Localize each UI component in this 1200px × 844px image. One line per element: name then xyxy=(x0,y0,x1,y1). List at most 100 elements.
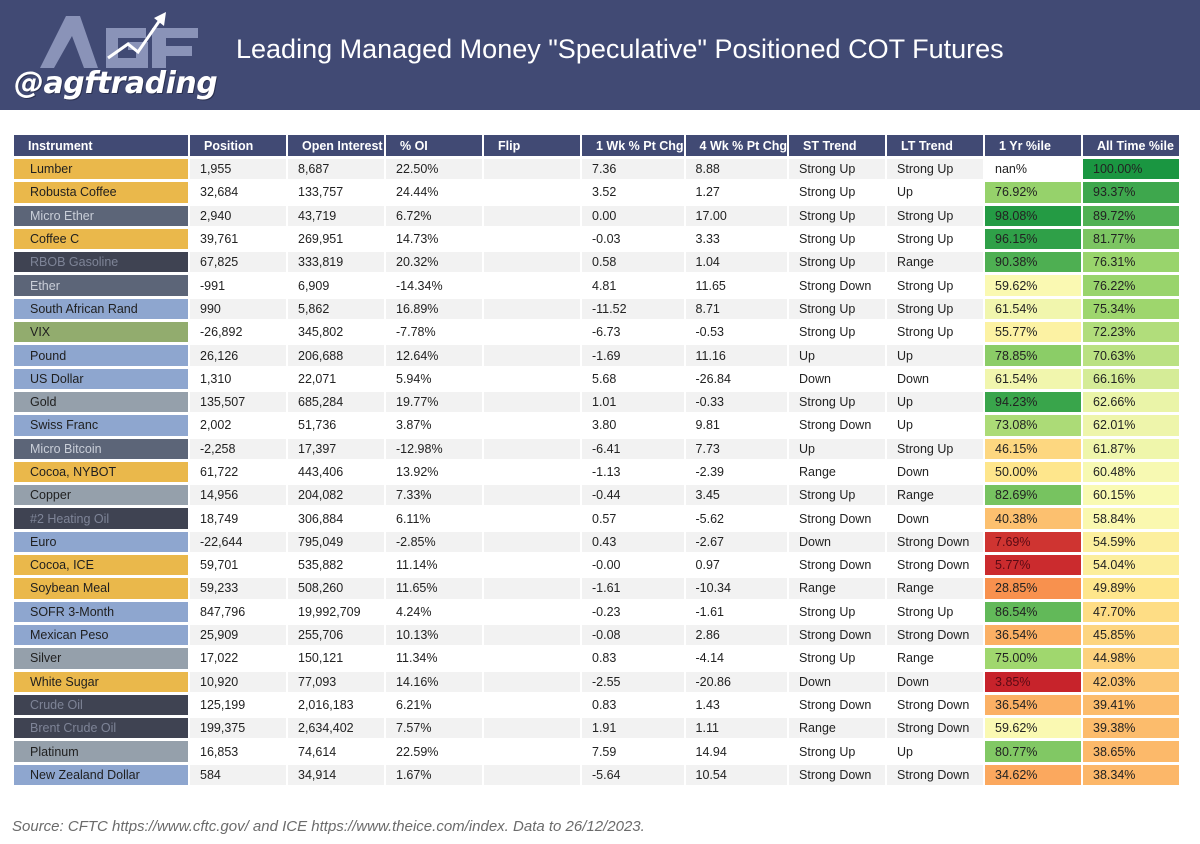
flip-cell xyxy=(484,275,580,296)
wk1-change-cell: -0.00 xyxy=(582,555,684,576)
instrument-cell: Crude Oil xyxy=(14,694,188,716)
pct-oi-cell: 12.64% xyxy=(386,345,482,366)
position-cell: 17,022 xyxy=(190,648,286,669)
yr-percentile-cell: 96.15% xyxy=(985,228,1082,250)
wk1-change-cell: -5.64 xyxy=(582,764,684,786)
wk4-change-cell: 3.45 xyxy=(685,485,788,506)
wk1-change-cell: 0.83 xyxy=(582,694,684,716)
position-cell: 199,375 xyxy=(190,718,286,739)
all-time-percentile-cell: 89.72% xyxy=(1083,205,1180,226)
st-trend-cell: Strong Down xyxy=(789,555,886,576)
wk1-change-cell: 7.36 xyxy=(582,159,684,180)
position-cell: 59,701 xyxy=(190,555,286,576)
table-row: Crude Oil 125,199 2,016,183 6.21% 0.83 1.43 St… xyxy=(14,694,1180,716)
yr-percentile-cell: 59.62% xyxy=(985,275,1082,296)
st-trend-cell: Strong Down xyxy=(789,624,886,646)
yr-percentile-cell: 36.54% xyxy=(985,694,1082,716)
table-row: US Dollar 1,310 22,071 5.94% 5.68 -26.84 Down D… xyxy=(14,368,1180,389)
pct-oi-cell: 10.13% xyxy=(386,624,482,646)
lt-trend-cell: Strong Up xyxy=(887,228,984,250)
lt-trend-cell: Strong Up xyxy=(887,438,984,459)
wk4-change-cell: 17.00 xyxy=(685,205,788,226)
wk1-change-cell: -0.08 xyxy=(582,624,684,646)
flip-cell xyxy=(484,671,580,692)
all-time-percentile-cell: 58.84% xyxy=(1083,508,1180,529)
table-row: White Sugar 10,920 77,093 14.16% -2.55 -20.86… xyxy=(14,671,1180,692)
lt-trend-cell: Down xyxy=(887,671,984,692)
flip-cell xyxy=(484,438,580,459)
wk1-change-cell: -0.03 xyxy=(582,228,684,250)
flip-cell xyxy=(484,228,580,250)
all-time-percentile-cell: 72.23% xyxy=(1083,322,1180,343)
instrument-cell: Euro xyxy=(14,531,188,553)
lt-trend-cell: Down xyxy=(887,508,984,529)
lt-trend-cell: Range xyxy=(887,485,984,506)
yr-percentile-cell: 98.08% xyxy=(985,205,1082,226)
open-interest-cell: 5,862 xyxy=(288,298,384,320)
instrument-cell: Coffee C xyxy=(14,228,188,250)
lt-trend-cell: Strong Up xyxy=(887,159,984,180)
all-time-percentile-cell: 47.70% xyxy=(1083,601,1180,622)
flip-cell xyxy=(484,718,580,739)
open-interest-cell: 8,687 xyxy=(288,159,384,180)
lt-trend-cell: Range xyxy=(887,578,984,599)
position-cell: 18,749 xyxy=(190,508,286,529)
st-trend-cell: Strong Up xyxy=(789,391,886,413)
all-time-percentile-cell: 39.41% xyxy=(1083,694,1180,716)
instrument-cell: RBOB Gasoline xyxy=(14,252,188,273)
table-row: Gold 135,507 685,284 19.77% 1.01 -0.33 Strong … xyxy=(14,391,1180,413)
pct-oi-cell: 6.72% xyxy=(386,205,482,226)
wk1-change-cell: -0.44 xyxy=(582,485,684,506)
source-note: Source: CFTC https://www.cftc.gov/ and I… xyxy=(12,818,645,835)
st-trend-cell: Strong Up xyxy=(789,601,886,622)
wk1-change-cell: 1.91 xyxy=(582,718,684,739)
table-row: Coffee C 39,761 269,951 14.73% -0.03 3.33 Stro… xyxy=(14,228,1180,250)
flip-cell xyxy=(484,461,580,483)
instrument-cell: Cocoa, NYBOT xyxy=(14,461,188,483)
yr-percentile-cell: 61.54% xyxy=(985,298,1082,320)
pct-oi-cell: 1.67% xyxy=(386,764,482,786)
all-time-percentile-cell: 93.37% xyxy=(1083,182,1180,203)
open-interest-cell: 345,802 xyxy=(288,322,384,343)
yr-percentile-cell: nan% xyxy=(985,159,1082,180)
st-trend-cell: Strong Down xyxy=(789,415,886,436)
yr-percentile-cell: 80.77% xyxy=(985,741,1082,762)
wk1-change-cell: -1.69 xyxy=(582,345,684,366)
flip-cell xyxy=(484,764,580,786)
position-cell: 1,310 xyxy=(190,368,286,389)
lt-trend-cell: Up xyxy=(887,182,984,203)
lt-trend-cell: Down xyxy=(887,368,984,389)
open-interest-cell: 535,882 xyxy=(288,555,384,576)
all-time-percentile-cell: 45.85% xyxy=(1083,624,1180,646)
flip-cell xyxy=(484,531,580,553)
pct-oi-cell: 11.65% xyxy=(386,578,482,599)
open-interest-cell: 269,951 xyxy=(288,228,384,250)
wk1-change-cell: 3.80 xyxy=(582,415,684,436)
instrument-cell: #2 Heating Oil xyxy=(14,508,188,529)
table-row: #2 Heating Oil 18,749 306,884 6.11% 0.57 -5.6… xyxy=(14,508,1180,529)
flip-cell xyxy=(484,648,580,669)
column-header: Instrument xyxy=(14,135,188,156)
position-cell: 1,955 xyxy=(190,159,286,180)
position-cell: -26,892 xyxy=(190,322,286,343)
wk4-change-cell: -1.61 xyxy=(685,601,788,622)
pct-oi-cell: 7.33% xyxy=(386,485,482,506)
pct-oi-cell: 6.11% xyxy=(386,508,482,529)
position-cell: 2,002 xyxy=(190,415,286,436)
pct-oi-cell: 16.89% xyxy=(386,298,482,320)
yr-percentile-cell: 7.69% xyxy=(985,531,1082,553)
st-trend-cell: Strong Down xyxy=(789,508,886,529)
yr-percentile-cell: 40.38% xyxy=(985,508,1082,529)
position-cell: 14,956 xyxy=(190,485,286,506)
open-interest-cell: 19,992,709 xyxy=(288,601,384,622)
instrument-cell: Swiss Franc xyxy=(14,415,188,436)
column-header: LT Trend xyxy=(887,135,984,156)
wk4-change-cell: 2.86 xyxy=(685,624,788,646)
pct-oi-cell: 22.50% xyxy=(386,159,482,180)
lt-trend-cell: Strong Down xyxy=(887,718,984,739)
column-header: Open Interest xyxy=(288,135,384,156)
position-cell: 584 xyxy=(190,764,286,786)
instrument-cell: Robusta Coffee xyxy=(14,182,188,203)
lt-trend-cell: Range xyxy=(887,648,984,669)
pct-oi-cell: 3.87% xyxy=(386,415,482,436)
